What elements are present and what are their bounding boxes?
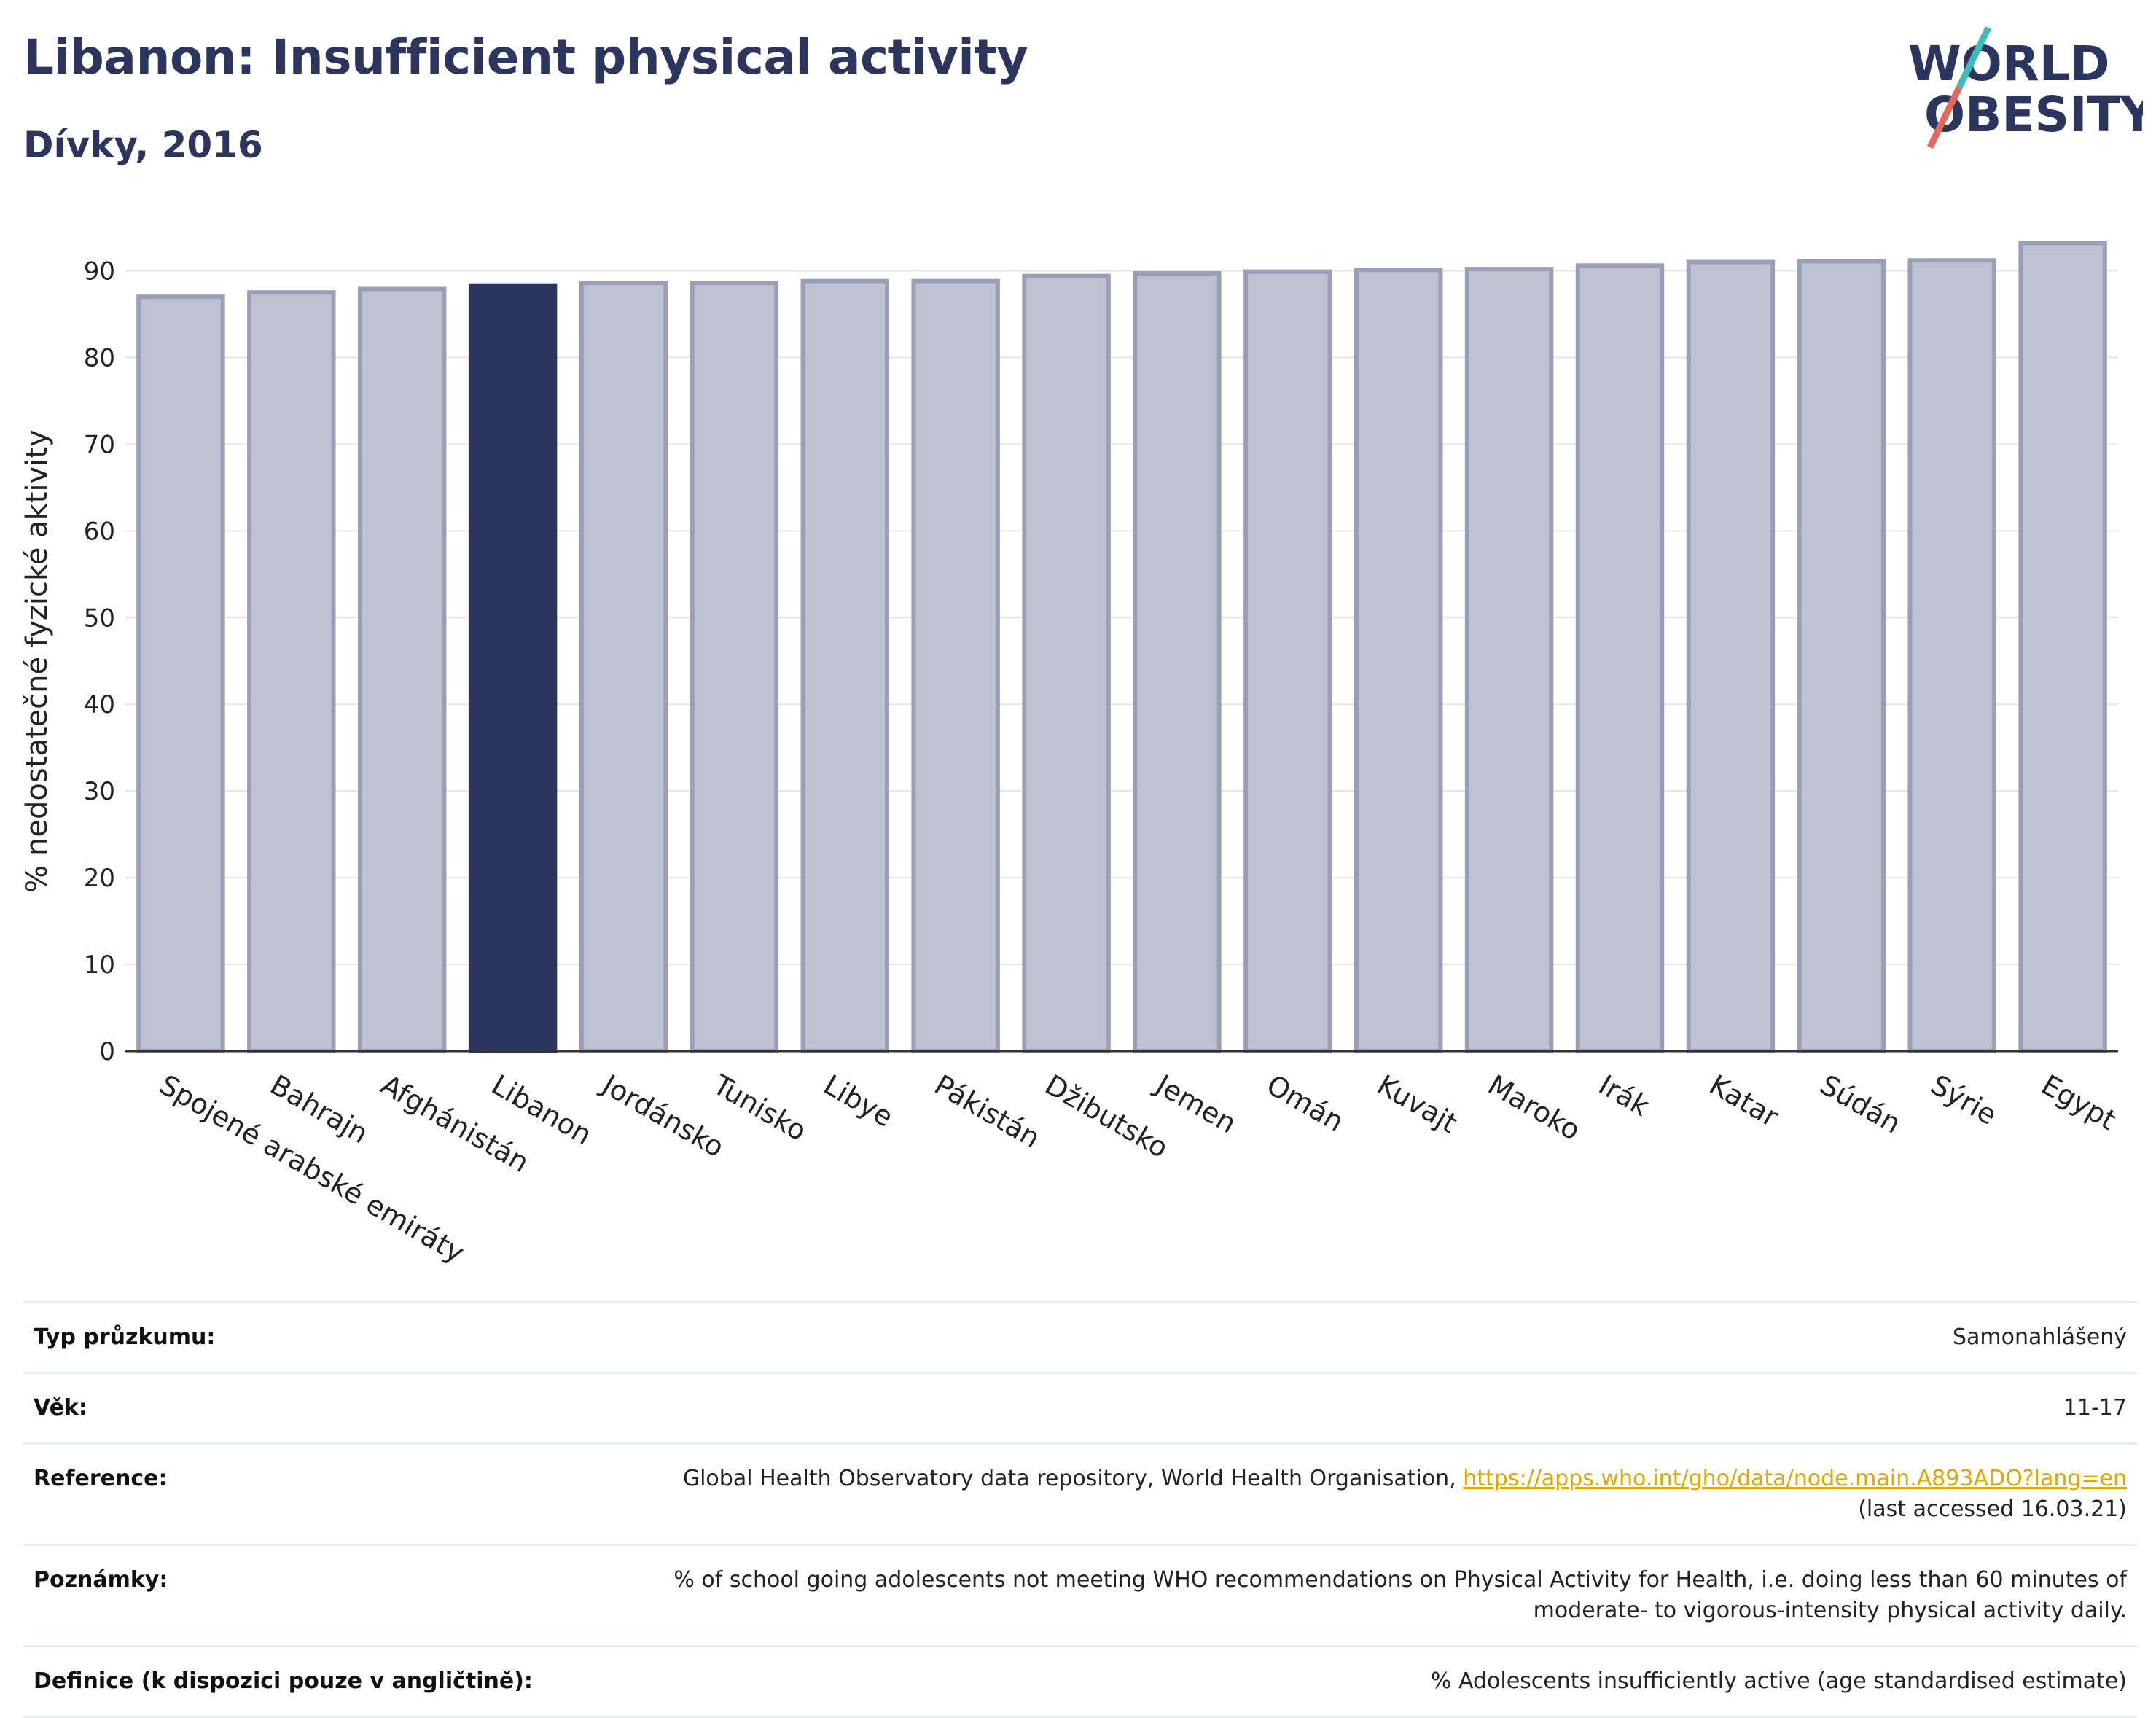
bar-omán[interactable] [1243,269,1332,1053]
x-tick-label: Kuvajt [1372,1069,1462,1139]
bar-chart: 0 10 20 30 40 50 60 70 80 90 Spojené arabské emir… [20,241,2122,1269]
bar-sýrie[interactable] [1907,258,1996,1054]
y-tick-label: 10 [84,950,115,980]
y-tick-label: 60 [84,517,115,546]
table-row-reference: Reference: Global Health Observatory dat… [23,1442,2137,1546]
bars [136,241,2107,1054]
row-value: % Adolescents insufficiently active (age… [554,1645,2137,1718]
gridlines [125,270,2118,966]
x-tick-label: Libye [819,1069,899,1133]
bar-džibutsko[interactable] [1022,273,1111,1054]
bar-egypt[interactable] [2018,241,2107,1054]
bar-súdán[interactable] [1797,259,1886,1053]
x-tick-label: Egypt [2036,1069,2122,1136]
notes-text: % of school going adolescents not meetin… [673,1567,2127,1593]
x-tick-label: Jemen [1149,1068,1242,1140]
bar-jordánsko[interactable] [579,281,668,1053]
bar-afghánistán[interactable] [358,286,447,1053]
bar-pákistán[interactable] [911,278,1000,1054]
logo-line2: OBESITY [1924,87,2143,143]
reference-text: Global Health Observatory data repositor… [682,1466,1464,1491]
y-axis-title: % nedostatečné fyzické aktivity [20,429,54,892]
row-label: Věk: [23,1372,554,1445]
y-tick-label: 90 [84,257,115,286]
bar-maroko[interactable] [1464,267,1554,1054]
logo-coral-stroke [1926,86,1963,149]
x-tick-label: Sýrie [1926,1069,2002,1131]
x-tick-label: Katar [1704,1069,1784,1133]
table-row-survey-type: Typ průzkumu: Samonahlášený [23,1301,2137,1374]
y-tick-labels: 0 10 20 30 40 50 60 70 80 90 [84,257,115,1066]
y-tick-label: 40 [84,690,115,719]
row-value: Samonahlášený [554,1301,2137,1374]
bar-spojené-arabské-emiráty[interactable] [136,294,225,1054]
x-tick-label: Maroko [1483,1069,1586,1147]
y-tick-label: 70 [84,430,115,459]
x-tick-label: Pákistán [929,1069,1046,1155]
row-value: 11-17 [554,1372,2137,1445]
y-tick-label: 80 [84,343,115,372]
info-table: Typ průzkumu: Samonahlášený Věk: 11-17 R… [23,1301,2137,1718]
row-label: Definice (k dispozici pouze v angličtině… [23,1645,554,1718]
table-row-age: Věk: 11-17 [23,1372,2137,1445]
bar-libye[interactable] [800,278,889,1054]
table-row-definition: Definice (k dispozici pouze v angličtině… [23,1645,2137,1718]
logo-teal-stroke [1956,26,1992,89]
chart-subtitle: Dívky, 2016 [23,124,263,166]
table-row-notes: Poznámky: % of school going adolescents … [23,1544,2137,1647]
x-tick-label: Omán [1261,1069,1349,1138]
bar-tunisko[interactable] [690,281,779,1053]
x-tick-label: Súdán [1815,1069,1907,1140]
chart-title: Libanon: Insufficient physical activity [23,29,1028,85]
y-tick-label: 0 [99,1037,115,1066]
x-tick-label: Jordánsko [595,1068,730,1163]
bar-irák[interactable] [1575,263,1665,1054]
y-tick-label: 50 [84,604,115,633]
bar-bahrajn[interactable] [247,290,336,1053]
reference-accessed: (last accessed 16.03.21) [1858,1496,2127,1522]
notes-text-2: moderate- to vigorous-intensity physical… [1533,1598,2127,1623]
x-tick-label: Irák [1593,1069,1655,1122]
bar-jemen[interactable] [1133,271,1222,1053]
logo-line1: WORLD [1908,36,2110,92]
reference-link[interactable]: https://apps.who.int/gho/data/node.main.… [1463,1466,2127,1491]
bar-kuvajt[interactable] [1354,268,1443,1054]
world-obesity-logo: WORLD OBESITY [1908,26,2143,149]
y-tick-label: 30 [84,777,115,806]
y-tick-label: 20 [84,864,115,893]
x-tick-label: Džibutsko [1040,1069,1174,1164]
row-label: Reference: [23,1442,554,1546]
row-label: Typ průzkumu: [23,1301,554,1374]
bar-katar[interactable] [1686,259,1776,1053]
row-label: Poznámky: [23,1544,554,1647]
bar-libanon[interactable] [468,283,558,1054]
